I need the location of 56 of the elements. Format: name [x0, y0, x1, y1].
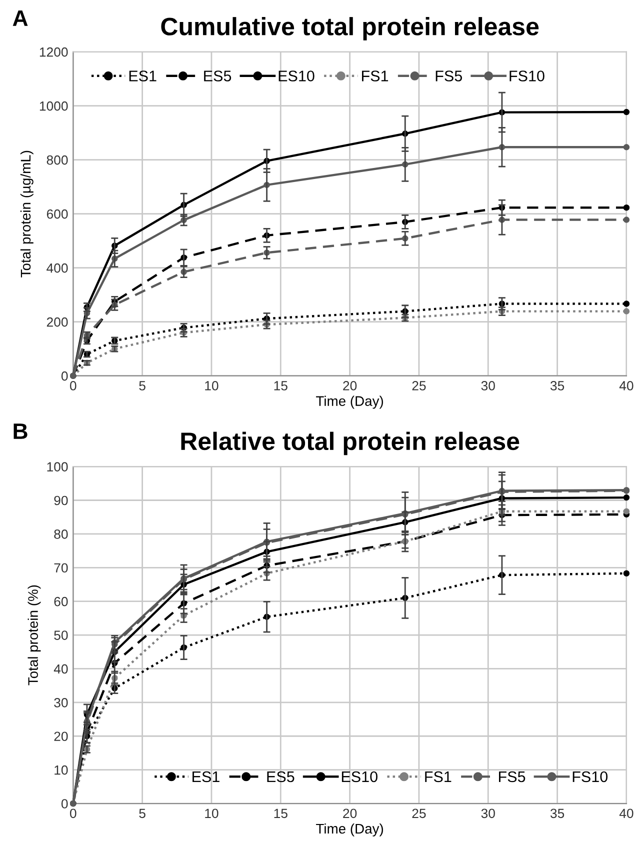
y-tick-label: 0: [61, 371, 68, 381]
x-axis-title: Time (Day): [316, 396, 384, 409]
y-tick-label: 30: [54, 698, 68, 708]
x-tick-label: 30: [481, 381, 495, 390]
legend-label: FS1: [362, 70, 388, 82]
x-tick-label: 5: [139, 808, 146, 818]
legend-label: ES1: [192, 771, 220, 782]
legend-label: ES10: [342, 771, 378, 782]
x-tick-label: 40: [619, 808, 634, 818]
y-tick-label: 60: [54, 596, 68, 606]
x-tick-label: 20: [343, 381, 357, 390]
x-tick-label: 0: [70, 808, 76, 818]
chart-title: Relative total protein release: [181, 432, 520, 456]
y-tick-label: 200: [46, 317, 68, 327]
x-tick-label: 25: [412, 808, 426, 818]
legend-label: FS10: [572, 771, 608, 782]
x-tick-label: 15: [274, 381, 288, 390]
legend-label: FS5: [436, 70, 462, 82]
y-tick-label: 100: [47, 462, 68, 472]
y-tick-label: 50: [54, 630, 68, 640]
y-tick-label: 1200: [40, 47, 68, 57]
x-tick-label: 5: [139, 381, 146, 390]
legend-label: FS1: [425, 771, 452, 782]
x-tick-label: 20: [343, 808, 357, 818]
x-tick-label: 10: [205, 381, 218, 390]
y-tick-label: 1000: [40, 101, 68, 111]
y-axis-title: Total protein (µg/mL): [20, 150, 34, 278]
x-tick-label: 10: [205, 808, 218, 818]
y-tick-label: 400: [46, 263, 68, 273]
y-tick-label: 90: [54, 496, 68, 506]
legend-label: ES1: [129, 70, 156, 82]
y-tick-label: 0: [61, 799, 68, 808]
legend-label: ES5: [267, 771, 294, 782]
legend-label: FS10: [510, 70, 544, 82]
x-tick-label: 0: [70, 381, 76, 390]
chart-title: Cumulative total protein release: [161, 17, 539, 40]
y-tick-label: 10: [54, 765, 68, 775]
text: B: [14, 424, 28, 439]
y-tick-label: 80: [54, 530, 68, 539]
legend-label: FS5: [499, 771, 526, 782]
x-tick-label: 30: [481, 808, 495, 818]
y-tick-label: 20: [54, 732, 68, 742]
x-tick-label: 35: [550, 808, 564, 818]
x-tick-label: 15: [274, 808, 288, 818]
x-axis-title: Time (Day): [316, 823, 384, 836]
x-tick-label: 35: [550, 381, 564, 390]
y-tick-label: 70: [54, 563, 68, 573]
y-tick-label: 40: [54, 664, 68, 674]
legend-label: ES10: [278, 70, 314, 82]
legend-label: ES5: [204, 70, 232, 82]
y-axis-title: Total protein (%): [28, 585, 41, 686]
y-tick-label: 800: [46, 155, 68, 165]
text: A: [12, 10, 28, 26]
x-tick-label: 40: [619, 381, 634, 390]
x-tick-label: 25: [412, 381, 426, 390]
y-tick-label: 600: [46, 209, 68, 219]
